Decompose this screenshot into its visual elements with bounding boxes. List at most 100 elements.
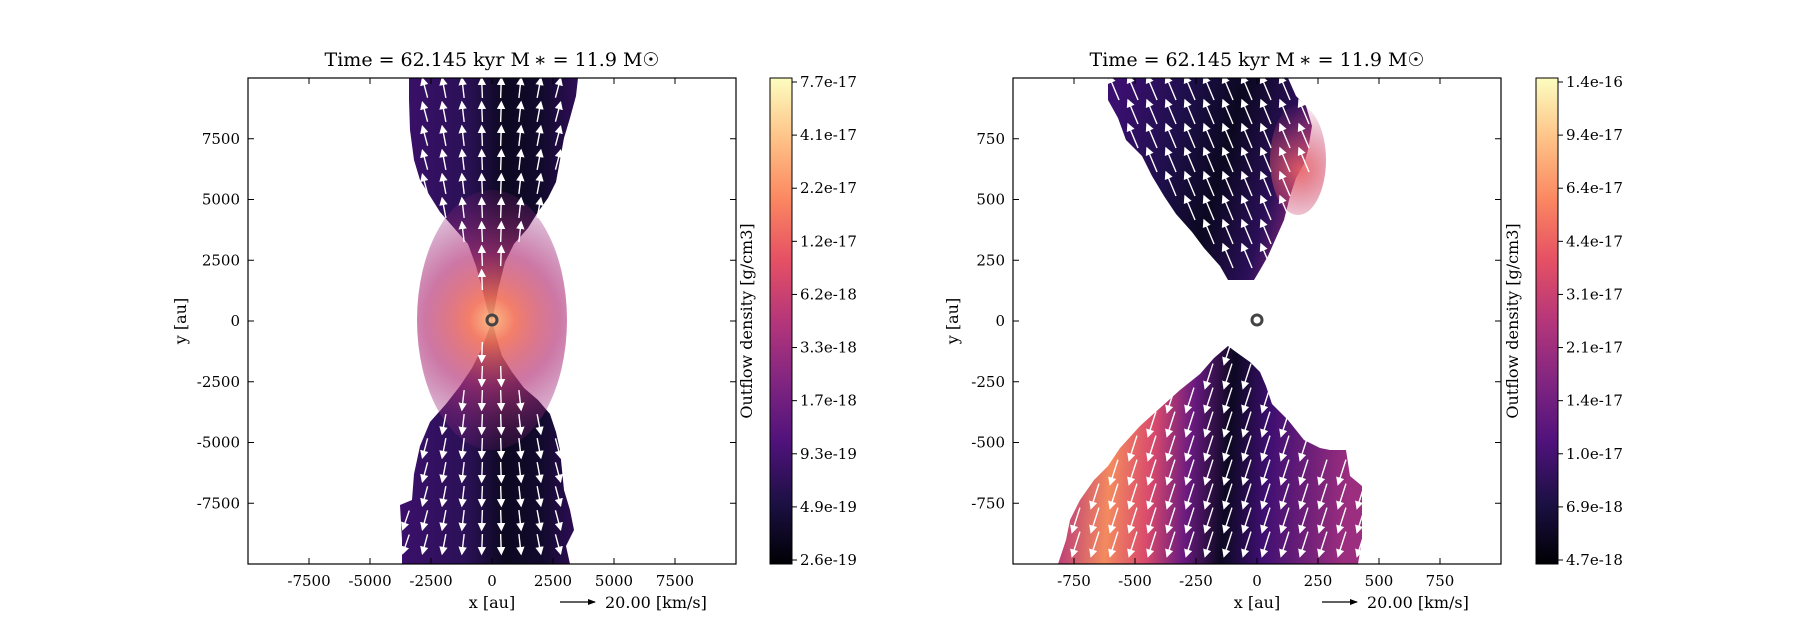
velocity-arrow-right [1297,98,1310,125]
colorbar-tick-label-left: 3.3e-18 [800,339,857,357]
velocity-arrow-left [496,78,506,99]
velocity-arrow-left [535,100,544,122]
velocity-arrow-left [458,100,467,123]
velocity-arrow-right [1126,78,1139,101]
velocity-arrow-right [1240,170,1253,197]
y-tick-label-left: 5000 [202,191,240,209]
velocity-arrow-left [535,438,544,460]
velocity-arrow-right [1317,483,1328,510]
velocity-arrow-left [554,462,563,484]
velocity-arrow-right [1279,435,1290,462]
velocity-arrow-right [1108,483,1119,510]
velocity-arrow-left [458,461,467,484]
velocity-arrow-right [1183,98,1196,125]
x-tick-label-right: -750 [1057,572,1091,590]
y-tick-label-left: -5000 [197,434,240,452]
y-tick-label-left: 2500 [202,251,240,269]
colorbar-tick-label-right: 6.4e-17 [1566,179,1623,197]
velocity-arrow-right [1222,363,1233,390]
colorbar-tick-label-right: 2.1e-17 [1566,339,1623,357]
velocity-arrow-right [1298,459,1309,486]
velocity-arrow-right [1279,483,1290,510]
velocity-arrow-right [1278,122,1291,149]
x-tick-label-right: -250 [1179,572,1213,590]
velocity-arrow-right [1278,78,1291,101]
velocity-arrow-right [1127,531,1138,558]
velocity-arrow-right [1259,98,1272,125]
velocity-arrow-left [439,462,448,484]
velocity-arrow-right [1355,483,1366,510]
velocity-arrow-right [1126,98,1139,125]
velocity-arrow-left [458,196,467,219]
velocity-arrow-right [1184,531,1195,558]
velocity-arrow-right [1127,507,1138,534]
y-tick-label-right: -750 [971,494,1005,512]
velocity-arrow-left [477,78,487,99]
velocity-arrow-left [477,124,487,147]
velocity-arrow-right [1259,242,1272,269]
velocity-arrow-right [1089,507,1100,534]
velocity-arrow-left [439,172,448,194]
outflow-base-glow-left [417,190,567,450]
velocity-arrow-left [516,485,525,508]
velocity-arrow-left [477,244,487,267]
x-tick-label-left: 7500 [656,572,694,590]
colorbar-tick-label-right: 6.9e-18 [1566,498,1623,516]
velocity-arrow-right [1203,483,1214,510]
velocity-arrow-right [1127,435,1138,462]
velocity-arrow-left [458,389,467,412]
velocity-arrow-left [535,510,544,532]
y-tick-label-right: 500 [976,191,1005,209]
velocity-arrow-right [1221,194,1234,221]
velocity-arrow-right [1146,507,1157,534]
y-tick-label-left: -2500 [197,373,240,391]
velocity-arrow-right [1184,507,1195,534]
velocity-arrow-left [439,196,448,218]
colorbar-tick-label-left: 1.7e-18 [800,392,857,410]
velocity-arrow-left [496,389,506,412]
colorbar-tick-label-right: 1.4e-16 [1566,73,1623,91]
velocity-arrow-right [1260,411,1271,438]
x-tick-label-left: 2500 [534,572,572,590]
velocity-arrow-left [477,485,487,508]
colorbar-tick-label-left: 6.2e-18 [800,285,857,303]
velocity-key-left: 20.00 [km/s] [560,593,707,612]
velocity-arrow-right [1089,483,1100,510]
velocity-arrow-left [458,437,467,460]
velocity-arrow-right [1183,122,1196,149]
colorbar-tick-label-right: 4.4e-17 [1566,232,1623,250]
velocity-arrow-left [439,486,448,508]
velocity-arrow-right [1202,78,1215,101]
velocity-arrow-right [1203,507,1214,534]
velocity-arrow-right [1183,170,1196,197]
velocity-arrow-left [535,486,544,508]
velocity-arrow-left [535,196,544,218]
velocity-arrow-right [1183,78,1196,101]
velocity-arrow-right [1165,435,1176,462]
velocity-arrow-right [1259,122,1272,149]
velocity-arrow-right [1222,459,1233,486]
velocity-arrow-right [1203,459,1214,486]
velocity-arrow-right [1259,146,1272,173]
velocity-arrow-left [535,124,544,146]
velocity-arrow-left [554,510,563,532]
colorbar-tick-label-left: 7.7e-17 [800,73,857,91]
velocity-arrows-right [1070,78,1366,558]
velocity-arrow-right [1240,242,1253,269]
velocity-arrow-right [1317,507,1328,534]
velocity-arrow-right [1278,98,1291,125]
velocity-arrow-left [477,220,487,243]
colorbar-tick-label-left: 2.2e-17 [800,179,857,197]
velocity-arrow-left [496,461,506,484]
velocity-arrows-left [401,78,563,556]
velocity-arrow-left [439,124,448,146]
velocity-arrow-left [477,413,487,436]
colorbar-ticks-right: 1.4e-16 9.4e-17 6.4e-17 4.4e-17 3.1e-17 2.1e-… [1558,73,1623,569]
colorbar-tick-label-right: 1.4e-17 [1566,392,1623,410]
velocity-arrow-right [1203,363,1214,390]
colorbar-strip-right [1535,77,1559,565]
outflow-map-left [400,78,578,564]
velocity-arrow-right [1202,122,1215,149]
velocity-arrow-left [439,78,448,98]
velocity-arrow-left [439,534,448,556]
